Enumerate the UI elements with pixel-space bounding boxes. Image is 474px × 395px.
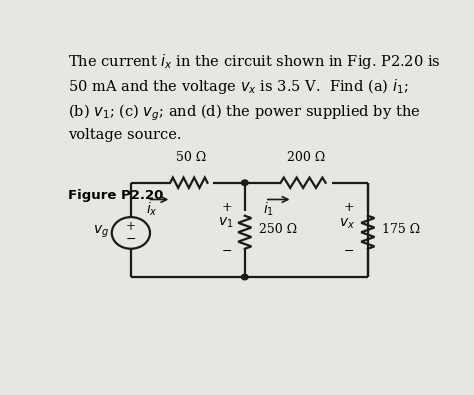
- Text: 200 Ω: 200 Ω: [287, 152, 326, 164]
- Circle shape: [241, 180, 248, 186]
- Text: 50 Ω: 50 Ω: [176, 152, 207, 164]
- Text: −: −: [126, 233, 136, 246]
- Text: −: −: [222, 245, 232, 258]
- Text: +: +: [343, 201, 354, 214]
- Text: 250 Ω: 250 Ω: [259, 224, 297, 236]
- Text: $i_x$: $i_x$: [146, 201, 157, 218]
- Circle shape: [241, 274, 248, 280]
- Text: 175 Ω: 175 Ω: [382, 224, 420, 236]
- Text: The current $i_x$ in the circuit shown in Fig. P2.20 is
50 mA and the voltage $v: The current $i_x$ in the circuit shown i…: [68, 52, 441, 142]
- Text: +: +: [222, 201, 232, 214]
- Text: $v_x$: $v_x$: [339, 216, 355, 231]
- Text: $v_1$: $v_1$: [218, 216, 233, 230]
- Text: −: −: [344, 245, 354, 258]
- Text: $i_1$: $i_1$: [263, 201, 274, 218]
- Text: +: +: [126, 220, 136, 233]
- Text: $v_g$: $v_g$: [93, 223, 109, 239]
- Text: Figure P2.20: Figure P2.20: [68, 189, 164, 202]
